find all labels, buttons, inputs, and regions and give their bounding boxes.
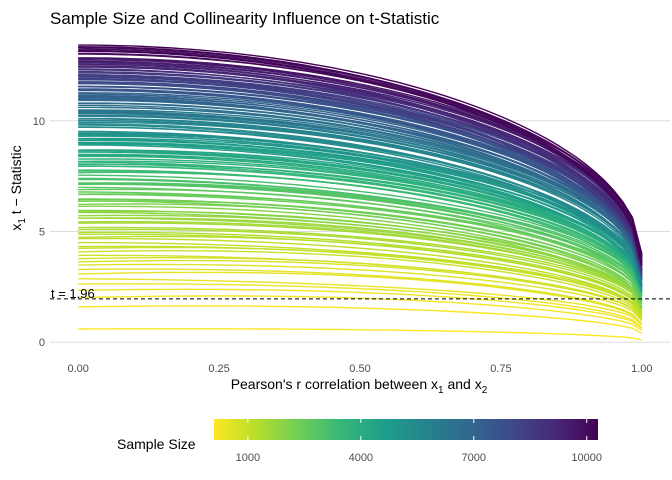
series-line bbox=[78, 134, 643, 285]
series-line bbox=[78, 53, 643, 254]
series-line bbox=[78, 205, 643, 308]
series-line bbox=[78, 163, 643, 288]
series-line bbox=[78, 200, 643, 305]
series-line bbox=[78, 186, 643, 296]
series-line bbox=[78, 174, 643, 293]
y-tick-label: 0 bbox=[39, 337, 45, 349]
x-axis-title: Pearson's r correlation between x1 and x… bbox=[231, 376, 488, 396]
series-line bbox=[78, 178, 643, 293]
chart-title: Sample Size and Collinearity Influence o… bbox=[50, 9, 440, 28]
series-line bbox=[78, 137, 643, 285]
series-line bbox=[78, 278, 643, 326]
legend-title: Sample Size bbox=[117, 436, 196, 452]
y-tick-label: 5 bbox=[39, 227, 45, 239]
x-axis-ticks: 0.00 0.25 0.50 0.75 1.00 bbox=[67, 363, 652, 375]
series-line bbox=[78, 62, 643, 269]
series-line bbox=[78, 226, 643, 309]
series-line bbox=[78, 65, 643, 259]
series-line bbox=[78, 328, 642, 341]
series-line bbox=[78, 155, 643, 294]
legend-tick-label: 7000 bbox=[462, 452, 486, 464]
series-line bbox=[78, 198, 643, 302]
legend-tick-label: 4000 bbox=[349, 452, 373, 464]
legend: Sample Size 1000 4000 7000 10000 bbox=[117, 419, 602, 464]
reference-line-label: t = 1.96 bbox=[51, 286, 95, 301]
series-line bbox=[78, 95, 643, 275]
series-line bbox=[78, 163, 643, 294]
series-line bbox=[78, 124, 643, 286]
series-line bbox=[78, 89, 643, 275]
legend-tick-label: 1000 bbox=[236, 452, 260, 464]
legend-colorbar bbox=[214, 419, 598, 440]
x-tick-label: 0.00 bbox=[67, 363, 88, 375]
legend-tick-label: 10000 bbox=[571, 452, 602, 464]
series-line bbox=[78, 217, 643, 308]
series-line bbox=[78, 222, 643, 310]
series-line bbox=[78, 153, 643, 291]
legend-ticks: 1000 4000 7000 10000 bbox=[236, 419, 602, 464]
series-line bbox=[78, 44, 643, 257]
series-line bbox=[78, 245, 643, 318]
series-line bbox=[78, 74, 643, 271]
series-line bbox=[78, 151, 643, 286]
series-line bbox=[78, 295, 643, 331]
series-line bbox=[78, 151, 643, 291]
series-line bbox=[78, 46, 643, 267]
reference-line-group: t = 1.96 bbox=[50, 286, 670, 301]
series-line bbox=[78, 263, 643, 322]
series-lines bbox=[78, 44, 643, 341]
series-line bbox=[78, 268, 643, 325]
series-line bbox=[78, 220, 643, 310]
y-axis-title: x1 t − Statistic bbox=[8, 145, 28, 230]
series-line bbox=[78, 104, 643, 277]
series-line bbox=[78, 241, 643, 316]
series-line bbox=[78, 183, 643, 301]
series-line bbox=[78, 142, 643, 291]
series-line bbox=[78, 130, 643, 288]
series-line bbox=[78, 288, 643, 329]
x-tick-label: 0.75 bbox=[490, 363, 511, 375]
series-line bbox=[78, 237, 643, 317]
series-line bbox=[78, 139, 643, 289]
x-tick-label: 0.25 bbox=[208, 363, 229, 375]
series-line bbox=[78, 259, 643, 320]
series-line bbox=[78, 193, 643, 298]
series-line bbox=[78, 76, 643, 272]
series-line bbox=[78, 149, 643, 287]
x-tick-label: 1.00 bbox=[631, 363, 652, 375]
series-line bbox=[78, 283, 643, 329]
series-line bbox=[78, 169, 643, 297]
series-line bbox=[78, 117, 643, 279]
series-line bbox=[78, 50, 643, 267]
y-axis-ticks: 0 5 10 bbox=[33, 116, 45, 349]
series-line bbox=[78, 142, 643, 284]
series-line bbox=[78, 119, 643, 281]
series-line bbox=[78, 78, 643, 274]
x-tick-label: 0.50 bbox=[349, 363, 370, 375]
series-line bbox=[78, 144, 643, 290]
series-line bbox=[78, 99, 643, 280]
series-line bbox=[78, 102, 643, 279]
series-line bbox=[78, 161, 643, 290]
series-line bbox=[78, 254, 643, 321]
series-line bbox=[78, 126, 643, 287]
series-line bbox=[78, 228, 643, 312]
series-line bbox=[78, 249, 643, 319]
series-line bbox=[78, 271, 643, 325]
y-tick-label: 10 bbox=[33, 116, 45, 128]
series-line bbox=[78, 233, 643, 315]
series-line bbox=[78, 305, 643, 334]
series-line bbox=[78, 211, 643, 307]
series-line bbox=[78, 68, 643, 271]
series-line bbox=[78, 231, 643, 313]
